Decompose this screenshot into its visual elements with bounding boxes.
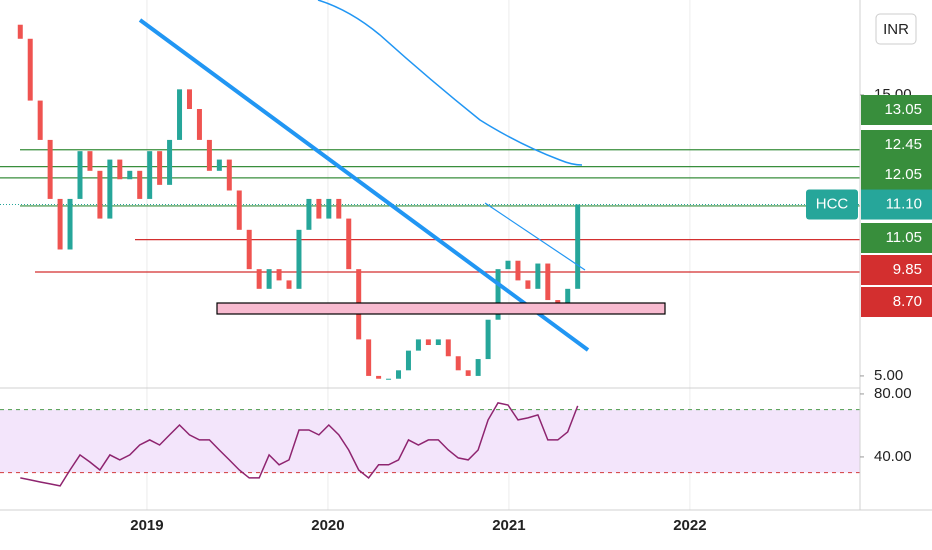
candle [157,151,163,185]
candle [495,269,501,320]
current-price-box [861,189,932,220]
candle [425,339,431,346]
symbol-label: HCC [816,196,849,213]
candle [127,170,133,180]
y-tick-label: 5.00 [874,367,903,384]
current-price-label: 11.10 [886,196,922,213]
candle [47,139,53,199]
candle [276,269,282,281]
candle [376,375,382,379]
candle [147,151,153,199]
level-label-box [861,95,932,125]
rsi-tick-label: 80.00 [874,385,912,402]
candle [27,38,33,101]
candle [236,190,242,230]
candle [226,159,232,191]
candle [346,218,352,270]
candle [336,198,342,219]
candle [57,198,63,250]
level-label-box [861,130,932,160]
candle [525,280,531,289]
level-label: 8.70 [893,293,922,310]
moving-average [317,0,583,166]
x-tick-label: 2019 [130,517,163,534]
level-label: 11.05 [886,229,922,246]
candle [167,139,173,185]
level-label: 12.45 [884,136,922,153]
candle [17,24,23,39]
candle [216,159,222,171]
candle [396,370,402,379]
candle [535,263,541,289]
candle [87,151,93,171]
candle [545,263,551,301]
candle [177,89,183,140]
currency: INR [883,21,909,38]
trendline [484,202,586,271]
candle [186,89,192,110]
candle [107,159,113,219]
candle [196,109,202,140]
candle [316,198,322,219]
currency-box[interactable] [875,13,917,45]
trendline [138,18,590,352]
candle [117,159,123,180]
level-label-box [861,287,932,317]
candle [366,339,372,376]
candle [326,198,332,219]
candle [246,229,252,270]
candle [67,198,73,250]
level-label: 13.05 [884,101,922,118]
level-label: 9.85 [893,261,922,278]
rsi-line [20,402,579,487]
candle [475,359,481,376]
support-zone [216,302,666,315]
x-tick-label: 2022 [673,517,706,534]
rsi-tick-label: 40.00 [874,448,912,465]
level-label-box [861,160,932,190]
candle [97,170,103,219]
candle [505,260,511,270]
x-tick-label: 2020 [311,517,344,534]
candle [386,378,392,380]
candle [256,269,262,289]
level-label-box [861,255,932,285]
candle [77,151,83,199]
candle [485,319,491,360]
candle [515,260,521,281]
level-label-box [861,223,932,253]
candle [206,139,212,171]
candle [306,198,312,230]
candle [286,280,292,289]
symbol-label-box [806,189,858,220]
candle [137,170,143,199]
candle [296,229,302,289]
candle [415,339,421,351]
candle [455,356,461,371]
candle [435,339,441,346]
rsi-band [0,409,860,473]
candle [575,204,581,289]
candle [465,370,471,376]
candle [445,339,451,357]
candle [37,100,43,140]
candle [565,288,571,306]
x-tick-label: 2021 [492,517,525,534]
candle [405,350,411,371]
candle [266,269,272,289]
level-label: 12.05 [884,166,922,183]
